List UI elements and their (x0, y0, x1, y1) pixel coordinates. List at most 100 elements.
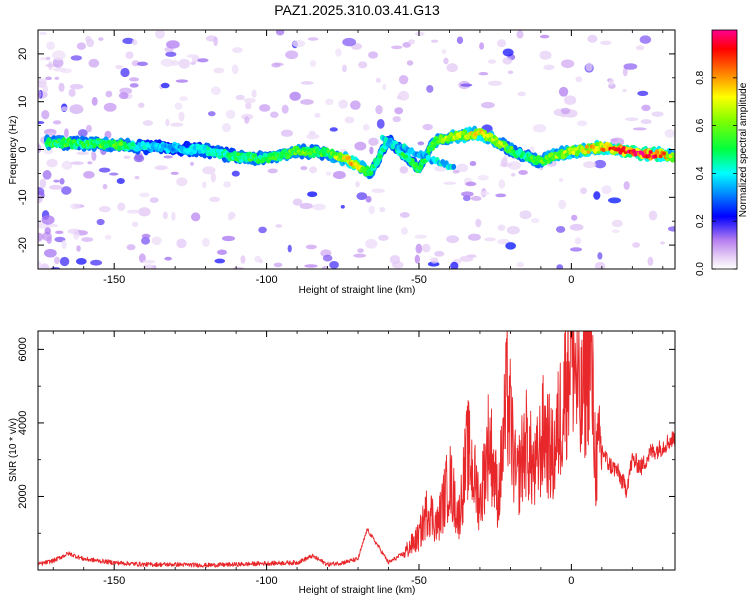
spectrogram-noise-blob (660, 241, 665, 245)
spectrogram-noise-blob (39, 178, 47, 189)
spectrogram-noise-blob (344, 116, 355, 124)
spectrogram-noise-blob (623, 63, 638, 70)
spectrogram-noise-blob (608, 78, 615, 87)
spectrogram-noise-blob (667, 226, 675, 232)
snr-ticks: -150 -100 -50 0 2000 4000 6000 (17, 331, 675, 587)
spectrogram-noise-blob (189, 161, 195, 167)
spectrogram-noise-blob (202, 166, 216, 175)
spectrogram-noise-blob (160, 82, 170, 89)
spectrogram-noise-blob (213, 36, 218, 47)
spectrogram-noise-blob (369, 146, 374, 155)
spectrogram-noise-blob (375, 77, 381, 83)
snr-xtick-label: 0 (568, 575, 574, 587)
spectrogram-noise-blob (122, 37, 135, 45)
spectrogram-signal (43, 125, 675, 180)
spectrogram-signal-cell (258, 154, 263, 159)
spectrogram-noise-blob (415, 243, 423, 254)
spectrogram-signal-cell (346, 155, 351, 160)
spectrogram-noise-blob (245, 102, 252, 110)
spectrogram-noise-blob (139, 192, 150, 198)
spectrogram-noise-blob (170, 122, 184, 127)
spectrogram-noise-blob (637, 90, 649, 97)
spectrogram-signal-cell (375, 159, 380, 164)
spectrogram-signal-cell (486, 133, 491, 138)
spectrogram-signal-cell (211, 152, 216, 157)
spectrogram-signal-cell (573, 147, 578, 152)
spectrogram-noise-blob (202, 181, 207, 189)
spectrogram-noise-blob (40, 263, 50, 269)
spectrogram-noise-blob (254, 255, 262, 263)
spectrogram-noise-blob (470, 195, 482, 201)
spectrogram-signal-cell (480, 131, 485, 136)
spectrogram-signal-cell (403, 154, 408, 159)
snr-ytick-label: 4000 (17, 411, 29, 435)
spectrogram-signal-cell (368, 170, 373, 175)
spectrogram-noise-blob (465, 181, 477, 187)
spectrogram-noise-blob (469, 161, 477, 167)
spectrogram-noise-blob (325, 171, 332, 176)
spectrogram-signal-cell (564, 152, 569, 157)
colorbar-tick-label: 0.4 (695, 166, 706, 180)
spectrogram-noise-blob (539, 34, 550, 39)
spectrogram-noise-blob (292, 198, 303, 206)
spectrogram-noise-blob (54, 76, 60, 80)
spectrogram-noise-blob (141, 233, 151, 239)
spectrogram-noise-blob (76, 245, 81, 252)
spectrogram-noise-blob (280, 129, 294, 137)
spectrogram-signal-cell (646, 153, 651, 158)
spectrogram-noise-blob (213, 67, 225, 74)
spectrogram-noise-blob (501, 157, 508, 168)
spectrogram-noise-blob (275, 30, 285, 36)
spectrogram-noise-blob (38, 121, 45, 125)
spectrogram-noise-blob (69, 104, 84, 115)
spectrogram-signal-cell (253, 153, 258, 158)
spectrogram-ytick-label: 0 (17, 146, 29, 152)
spectrogram-noise-blob (178, 111, 185, 122)
spectrogram-noise-blob (38, 78, 48, 82)
spectrogram-noise-blob (149, 197, 159, 203)
spectrogram-signal-cell (46, 137, 51, 142)
spectrogram-signal-cell (410, 158, 415, 163)
spectrogram-signal-cell (378, 154, 383, 159)
spectrogram-signal-cell (437, 139, 442, 144)
spectrogram-noise-blob (354, 141, 367, 151)
spectrogram-noise-blob (235, 94, 245, 101)
spectrogram-noise-blob (125, 51, 134, 59)
spectrogram-signal-cell (65, 143, 70, 148)
spectrogram-noise-blob (39, 31, 47, 36)
spectrogram-signal-cell (549, 152, 554, 157)
spectrogram-noise-blob (561, 59, 575, 69)
spectrogram-noise-blob (450, 261, 459, 269)
spectrogram-noise-blob (69, 83, 84, 90)
spectrogram-noise-blob (309, 166, 318, 174)
spectrogram-noise-blob (498, 179, 506, 189)
spectrogram-noise-blob (371, 188, 385, 194)
spectrogram-signal-cell (465, 135, 470, 140)
spectrogram-noise-blob (502, 57, 513, 65)
spectrogram-noise-blob (329, 127, 338, 132)
spectrogram-noise-blob (309, 60, 317, 67)
spectrogram-noise-blob (85, 35, 92, 43)
spectrogram-noise-blob (197, 58, 209, 63)
spectrogram-noise-blob (322, 254, 333, 262)
spectrogram-signal-cell (418, 165, 423, 170)
spectrogram-signal-cell (363, 167, 368, 172)
spectrogram-signal-cell (662, 151, 667, 156)
spectrogram-ytick-label: -10 (17, 189, 29, 205)
snr-xtick-label: -100 (256, 575, 278, 587)
spectrogram-signal-cell (460, 131, 465, 136)
spectrogram-noise-blob (281, 104, 289, 114)
spectrogram-noise-blob (300, 166, 308, 171)
spectrogram-xtick-label: -100 (256, 274, 278, 286)
spectrogram-noise-blob (611, 229, 620, 234)
spectrogram-noise-blob (166, 40, 180, 49)
spectrogram-noise-blob (120, 67, 130, 78)
spectrogram-noise-blob (558, 178, 564, 183)
spectrogram-noise-blob (639, 35, 652, 44)
spectrogram-noise-blob (292, 39, 306, 48)
spectrogram-noise-blob (129, 77, 140, 82)
spectrogram-signal-cell (199, 145, 204, 150)
spectrogram-noise-blob (228, 211, 236, 220)
spectrogram-signal-cell (631, 149, 636, 154)
